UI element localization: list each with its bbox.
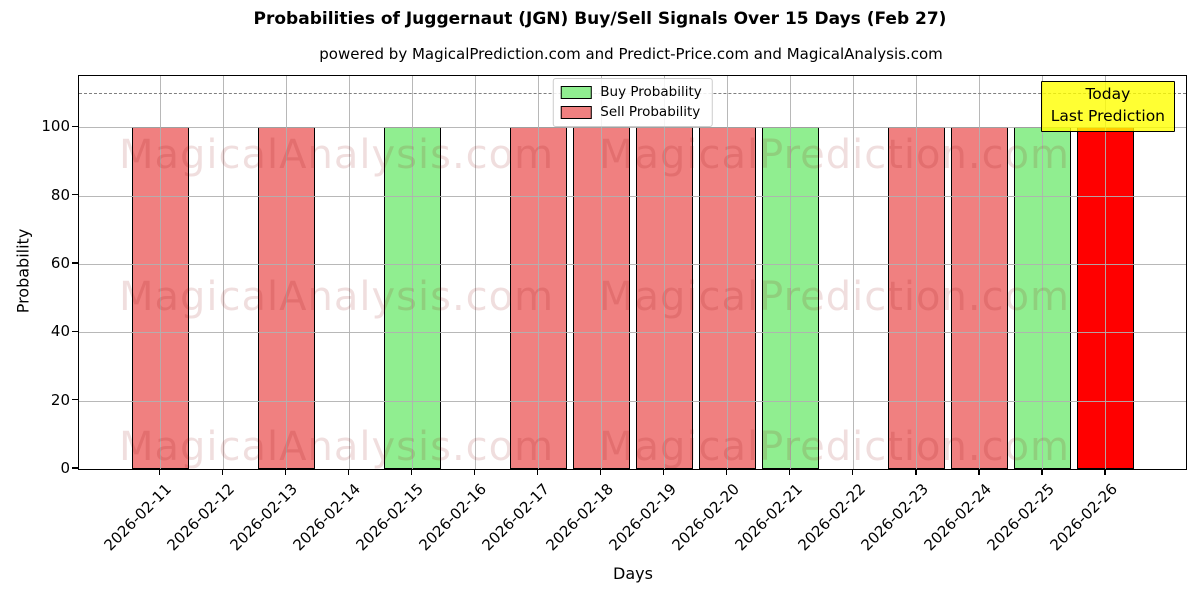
plot-area: Buy Probability Sell Probability Today L… — [78, 75, 1187, 470]
v-gridline — [475, 76, 477, 469]
x-tick — [789, 470, 791, 475]
chart-subtitle: powered by MagicalPrediction.com and Pre… — [319, 45, 943, 63]
h-gridline — [79, 195, 1186, 197]
x-tick — [158, 470, 161, 475]
x-tick — [1041, 470, 1043, 475]
y-tick — [72, 467, 78, 469]
y-tick-label: 100 — [41, 117, 70, 136]
v-gridline — [160, 76, 161, 469]
x-tick — [663, 470, 665, 475]
y-tick-label: 0 — [60, 459, 70, 477]
v-gridline — [601, 76, 603, 469]
legend-label-sell: Sell Probability — [600, 104, 701, 120]
x-tick — [915, 470, 917, 475]
x-tick-label-text: 2026-02-17 — [479, 480, 554, 555]
y-tick — [72, 193, 78, 196]
x-tick — [410, 470, 413, 475]
y-tick — [72, 262, 78, 264]
x-tick — [537, 470, 539, 475]
watermark-text: MagicalPrediction.com — [599, 132, 1070, 178]
x-tick — [600, 470, 602, 475]
x-tick — [347, 470, 350, 475]
chart-title: Probabilities of Juggernaut (JGN) Buy/Se… — [253, 9, 947, 29]
h-gridline — [79, 263, 1186, 265]
v-gridline — [286, 76, 288, 469]
y-tick-label: 80 — [50, 185, 70, 204]
v-gridline — [727, 76, 729, 469]
legend-label-buy: Buy Probability — [600, 84, 702, 100]
legend-item-buy: Buy Probability — [560, 84, 702, 100]
x-tick — [978, 470, 980, 475]
h-gridline — [79, 127, 1186, 129]
today-annotation-line1: Today — [1085, 85, 1131, 103]
v-gridline — [1105, 76, 1107, 469]
x-tick — [284, 470, 287, 475]
legend-swatch-buy-icon — [560, 85, 592, 99]
watermark-text: MagicalAnalysis.com — [119, 274, 555, 320]
v-gridline — [1042, 76, 1044, 469]
h-gridline — [79, 400, 1186, 402]
v-gridline — [853, 76, 855, 469]
v-gridline — [664, 76, 666, 469]
v-gridline — [916, 76, 918, 469]
y-tick-label: 60 — [50, 253, 70, 272]
y-tick — [72, 399, 78, 401]
today-annotation: Today Last Prediction — [1040, 81, 1175, 133]
v-gridline — [223, 76, 225, 469]
x-tick-label-text: 2026-02-26 — [1046, 480, 1121, 555]
watermark-text: MagicalAnalysis.com — [119, 424, 555, 470]
x-tick-label-text: 2026-02-11 — [100, 480, 176, 555]
v-gridline — [538, 76, 540, 469]
x-tick — [474, 470, 476, 475]
x-tick-label-text: 2026-02-24 — [920, 480, 995, 555]
legend: Buy Probability Sell Probability — [552, 78, 713, 127]
today-annotation-line2: Last Prediction — [1050, 106, 1165, 125]
x-tick — [726, 470, 728, 475]
h-gridline — [79, 332, 1186, 334]
y-tick — [72, 125, 78, 127]
watermark-text: MagicalPrediction.com — [599, 274, 1070, 320]
x-tick — [1104, 470, 1106, 475]
v-gridline — [412, 76, 414, 469]
x-tick-label-text: 2026-02-23 — [857, 480, 932, 555]
x-tick-label-text: 2026-02-25 — [983, 480, 1058, 555]
y-tick-label: 20 — [50, 390, 70, 409]
x-tick-label-text: 2026-02-18 — [542, 480, 617, 555]
x-tick — [221, 470, 224, 475]
x-axis-label: Days — [613, 564, 653, 583]
y-tick-label: 40 — [50, 322, 70, 341]
y-tick — [72, 330, 78, 332]
legend-swatch-sell-icon — [560, 105, 592, 119]
x-tick — [852, 470, 854, 475]
watermark-text: MagicalPrediction.com — [599, 424, 1070, 470]
x-tick-label-text: 2026-02-12 — [163, 480, 239, 555]
v-gridline — [349, 76, 351, 469]
v-gridline — [979, 76, 981, 469]
watermark-text: MagicalAnalysis.com — [119, 132, 555, 178]
legend-item-sell: Sell Probability — [560, 104, 701, 120]
v-gridline — [790, 76, 792, 469]
